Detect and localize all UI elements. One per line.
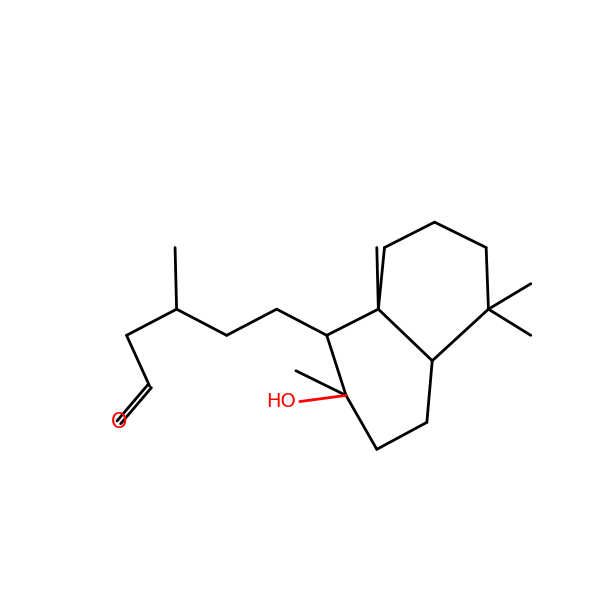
Text: HO: HO [266, 392, 296, 411]
Text: O: O [110, 412, 127, 433]
